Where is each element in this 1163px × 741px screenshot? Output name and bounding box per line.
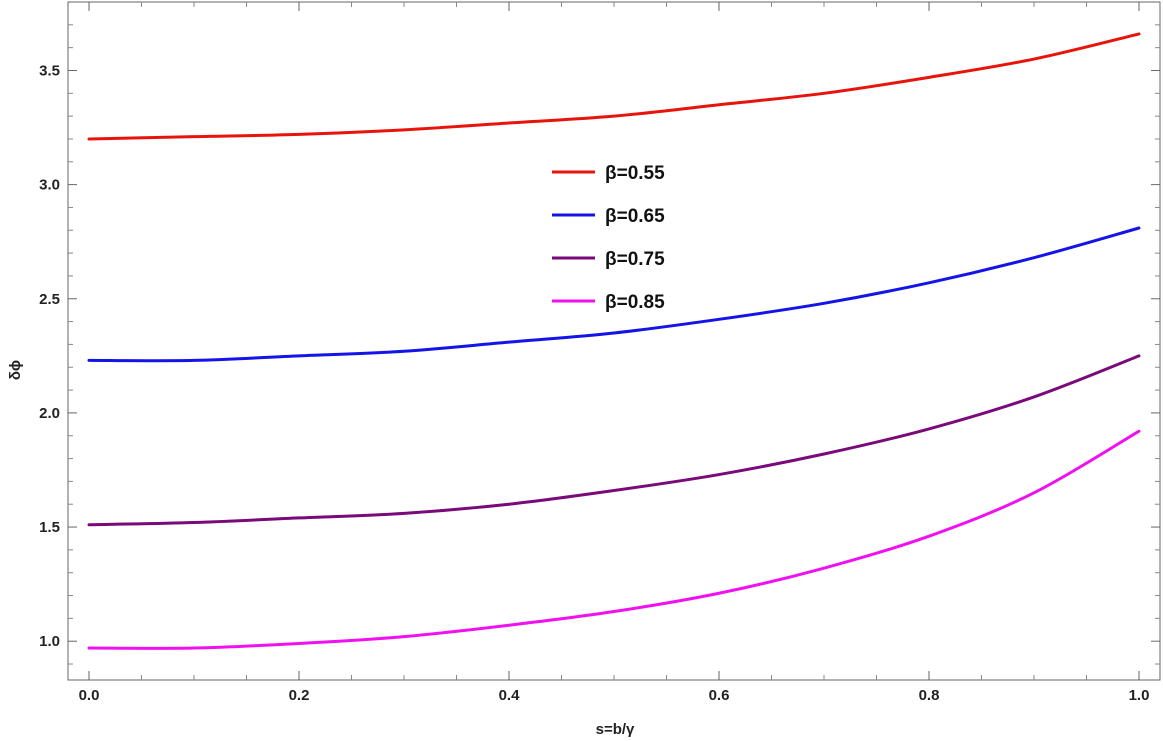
x-axis-ticks: 0.0 0.2 0.4 0.6 0.8 1.0 xyxy=(79,2,1150,704)
x-axis-label: s=b/γ xyxy=(596,721,635,738)
x-tick-label: 0.8 xyxy=(919,687,940,704)
plot-frame xyxy=(67,1,1161,681)
plot-border xyxy=(67,1,1161,681)
legend-label-1: β=0.55 xyxy=(605,163,665,184)
x-tick-label: 0.6 xyxy=(709,687,730,704)
legend-label-2: β=0.65 xyxy=(605,206,665,227)
x-tick-label: 0.0 xyxy=(79,687,100,704)
y-axis-ticks: 1.0 1.5 2.0 2.5 3.0 3.5 xyxy=(39,24,1160,665)
series-lines xyxy=(87,32,1141,650)
series-line-3 xyxy=(87,354,1141,527)
y-tick-label: 1.5 xyxy=(39,519,60,536)
y-tick-label: 3.0 xyxy=(39,177,60,194)
series-line-4 xyxy=(87,429,1141,650)
series-line-1 xyxy=(87,32,1141,141)
legend: β=0.55 β=0.65 β=0.75 β=0.85 xyxy=(552,163,665,313)
y-tick-label: 2.5 xyxy=(39,291,60,308)
x-tick-label: 0.2 xyxy=(289,687,310,704)
legend-label-4: β=0.85 xyxy=(605,292,665,313)
y-tick-label: 3.5 xyxy=(39,62,60,79)
y-tick-label: 1.0 xyxy=(39,633,60,650)
y-tick-label: 2.0 xyxy=(39,405,60,422)
x-tick-label: 0.4 xyxy=(499,687,521,704)
y-axis-label: δϕ xyxy=(7,360,24,380)
legend-label-3: β=0.75 xyxy=(605,249,665,270)
x-tick-label: 1.0 xyxy=(1129,687,1150,704)
series-line-2 xyxy=(87,226,1141,363)
